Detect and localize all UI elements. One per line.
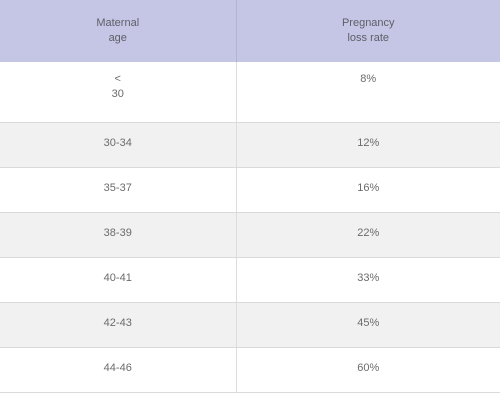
header-loss-rate-line1: Pregnancy [341,17,395,29]
rate-cell: 33% [235,257,500,303]
age-cell: 30-34 [0,122,236,168]
age-cell: 42-43 [0,302,236,348]
header-pregnancy-loss-rate: Pregnancy loss rate [235,0,500,62]
table-row: 38-39 22% [0,212,500,258]
header-loss-rate-line2: loss rate [347,32,390,44]
rate-cell: 45% [235,302,500,348]
table-body: < 30 8% 30-34 12% 35-37 16% 38-39 22% 40… [0,62,500,393]
header-maternal-age-line1: Maternal [96,17,140,29]
header-row: Maternal age Pregnancy loss rate [0,0,500,62]
rate-cell: 16% [235,167,500,213]
age-cell: 38-39 [0,212,236,258]
age-cell: < 30 [0,62,236,123]
table-header: Maternal age Pregnancy loss rate [0,0,500,62]
rate-cell: 22% [235,212,500,258]
rate-cell: 60% [235,347,500,393]
table-row: 42-43 45% [0,302,500,348]
header-maternal-age: Maternal age [0,0,236,62]
header-maternal-age-line2: age [108,32,127,44]
rate-cell: 8% [235,62,500,123]
age-symbol: < [114,73,121,85]
age-cell: 40-41 [0,257,236,303]
age-cell: 44-46 [0,347,236,393]
rate-cell: 12% [235,122,500,168]
table-row: < 30 8% [0,62,500,123]
table-row: 30-34 12% [0,122,500,168]
table-row: 44-46 60% [0,347,500,393]
table-row: 35-37 16% [0,167,500,213]
age-cell: 35-37 [0,167,236,213]
age-value: 30 [111,88,124,100]
table-row: 40-41 33% [0,257,500,303]
